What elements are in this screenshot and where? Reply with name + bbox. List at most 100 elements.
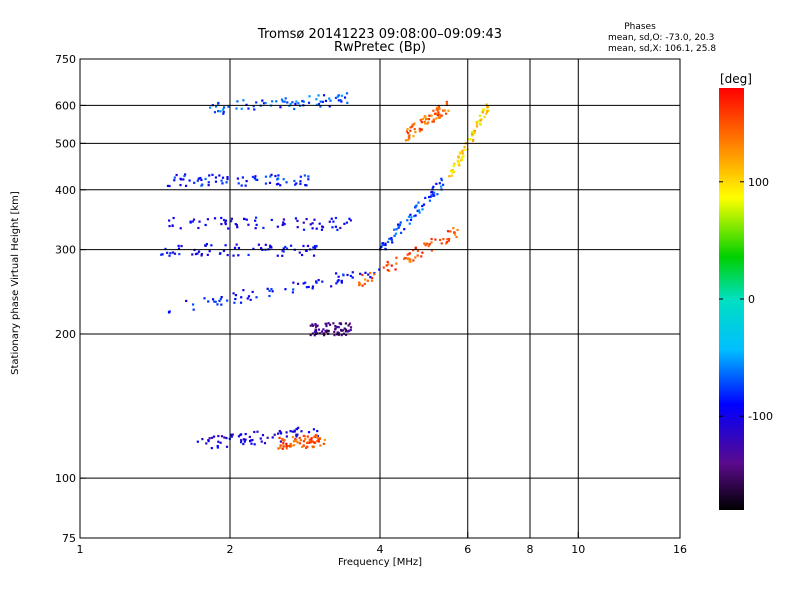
data-point [479,123,482,126]
data-point [285,447,288,450]
data-point [325,329,328,332]
data-point [280,98,284,101]
phases-o-line: mean, sd,O: -73.0, 20.3 [608,33,715,43]
data-point [332,322,335,325]
data-point [222,106,226,109]
data-point [286,101,289,104]
data-point [224,222,227,226]
data-point [225,436,228,440]
data-point [456,228,459,232]
data-point [446,238,449,241]
data-point [470,132,474,136]
data-point [291,101,294,104]
data-point [437,116,440,119]
data-point [311,323,314,326]
data-point [302,434,305,437]
colorbar-tick-label: -100 [748,410,773,423]
data-point [416,209,419,212]
data-point [230,217,233,220]
data-point [435,182,438,185]
data-point [205,243,208,246]
data-point [334,96,338,100]
data-point [295,435,298,438]
data-point [289,102,292,106]
data-point [444,112,448,115]
data-point [312,246,315,249]
data-point [336,280,339,283]
data-point [221,176,225,179]
data-point [235,243,238,246]
data-point [470,131,474,134]
data-point [218,174,221,177]
data-point [442,238,445,241]
data-point [414,214,417,217]
data-point [305,218,308,221]
data-point [247,223,250,226]
data-point [428,199,432,202]
data-point [197,250,201,253]
data-point [237,254,240,257]
data-point [227,227,230,230]
data-point [279,106,282,109]
data-point [208,250,211,253]
data-point [298,442,302,445]
data-point [266,436,269,439]
data-point [292,444,296,447]
data-point [420,120,423,124]
data-point [276,225,279,228]
data-point [230,433,233,436]
y-tick-label: 100 [55,472,76,485]
data-point [483,115,486,119]
data-point [213,111,217,114]
data-point [473,131,476,134]
data-point [293,107,296,111]
data-point [460,158,464,162]
data-point [214,176,218,179]
y-tick-label: 600 [55,99,76,112]
data-point [291,291,295,294]
data-point [189,220,192,223]
data-point [266,287,269,290]
data-point [171,251,175,254]
data-point [453,163,456,166]
data-point [430,114,433,117]
data-point [315,103,318,106]
data-point [440,179,443,182]
data-point [234,222,237,226]
data-point [480,118,483,121]
data-point [308,441,311,444]
data-point [403,228,406,231]
data-point [180,244,183,248]
data-point [334,325,337,328]
data-point [305,184,308,187]
data-point [191,303,195,306]
data-point [160,253,163,256]
data-point [316,429,319,433]
data-point [380,245,383,248]
data-point [279,444,282,447]
data-point [227,105,230,108]
data-point [225,181,228,184]
data-point [348,217,351,220]
data-point [482,109,485,112]
data-point [268,181,272,184]
data-point [335,282,338,285]
data-point [254,175,257,178]
data-point [463,148,466,151]
data-point [481,111,484,114]
data-point [172,216,175,220]
data-point [440,114,443,117]
data-point [251,290,254,294]
data-point [196,179,199,182]
data-point [452,227,455,230]
data-point [388,269,391,273]
data-point [328,220,331,223]
data-point [381,242,384,245]
data-point [300,253,304,257]
data-point [220,435,224,438]
data-point [278,429,281,433]
data-point [298,251,301,254]
chart-subtitle: RwPretec (Bp) [333,40,427,55]
data-point [393,234,396,237]
data-point [451,168,454,172]
